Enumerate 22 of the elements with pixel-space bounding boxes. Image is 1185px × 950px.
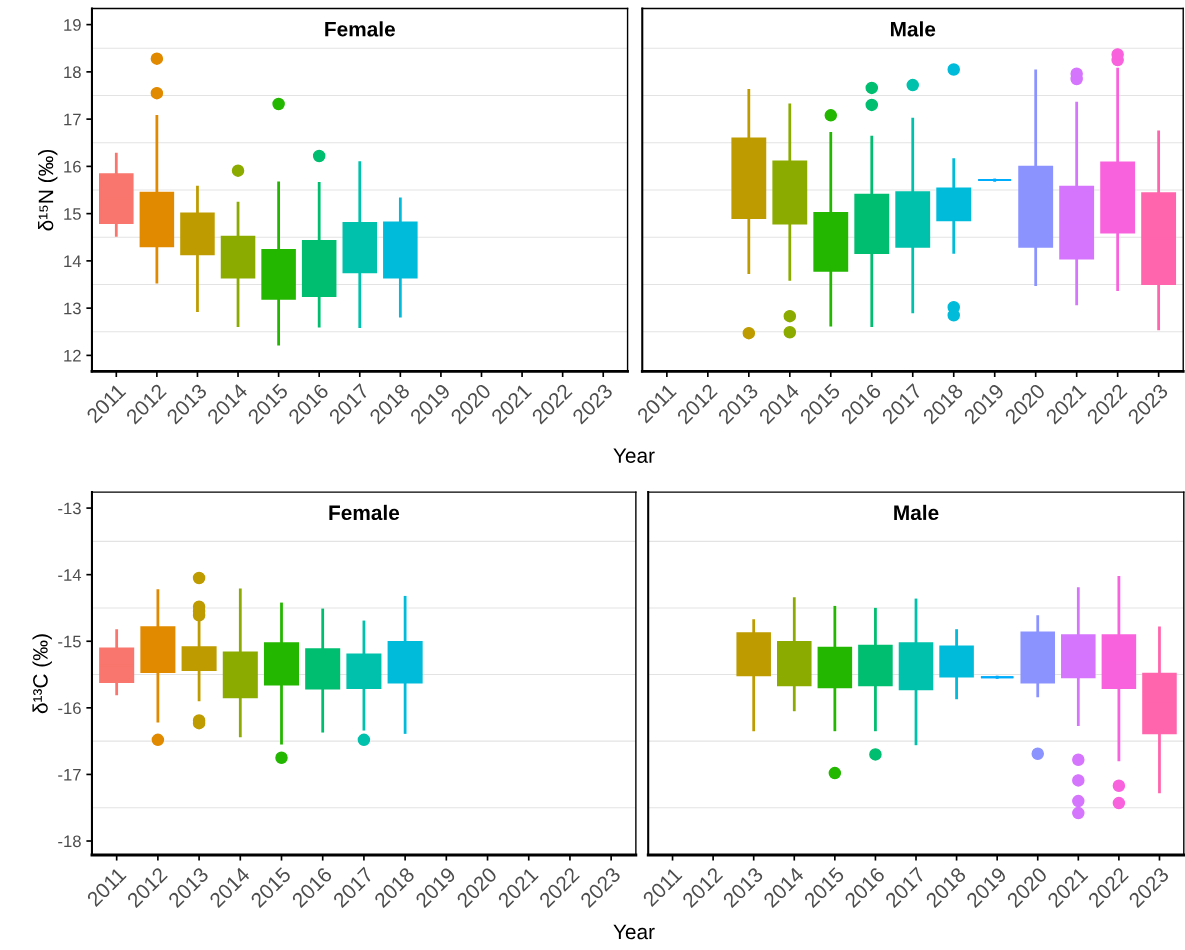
y-tick-label: 19 — [64, 19, 81, 31]
y-axis-title: δ¹⁵N (‰) — [38, 149, 58, 231]
y-tick-label: -18 — [58, 835, 81, 848]
y-tick-label: -14 — [58, 569, 82, 581]
y-tick-label: 12 — [64, 349, 81, 362]
y-tick-label: -13 — [58, 502, 81, 515]
y-tick-label: 18 — [64, 66, 81, 79]
chart-title: Male — [890, 21, 936, 37]
y-tick-label: -17 — [58, 769, 81, 781]
y-tick-label: -15 — [58, 635, 81, 648]
y-tick-label: 16 — [64, 160, 81, 173]
chart-title: Male — [894, 504, 939, 521]
x-axis-title: Year — [613, 448, 655, 463]
y-tick-label: 15 — [64, 208, 81, 220]
y-tick-label: 13 — [64, 302, 81, 315]
y-tick-label: 14 — [64, 255, 82, 267]
y-tick-label: 17 — [64, 113, 81, 126]
chart-title: Female — [325, 21, 395, 37]
y-axis-title: δ¹³C (‰) — [32, 634, 52, 714]
y-tick-label: -16 — [58, 702, 81, 715]
chart-title: Female — [329, 504, 400, 521]
x-axis-title: Year — [613, 924, 655, 940]
